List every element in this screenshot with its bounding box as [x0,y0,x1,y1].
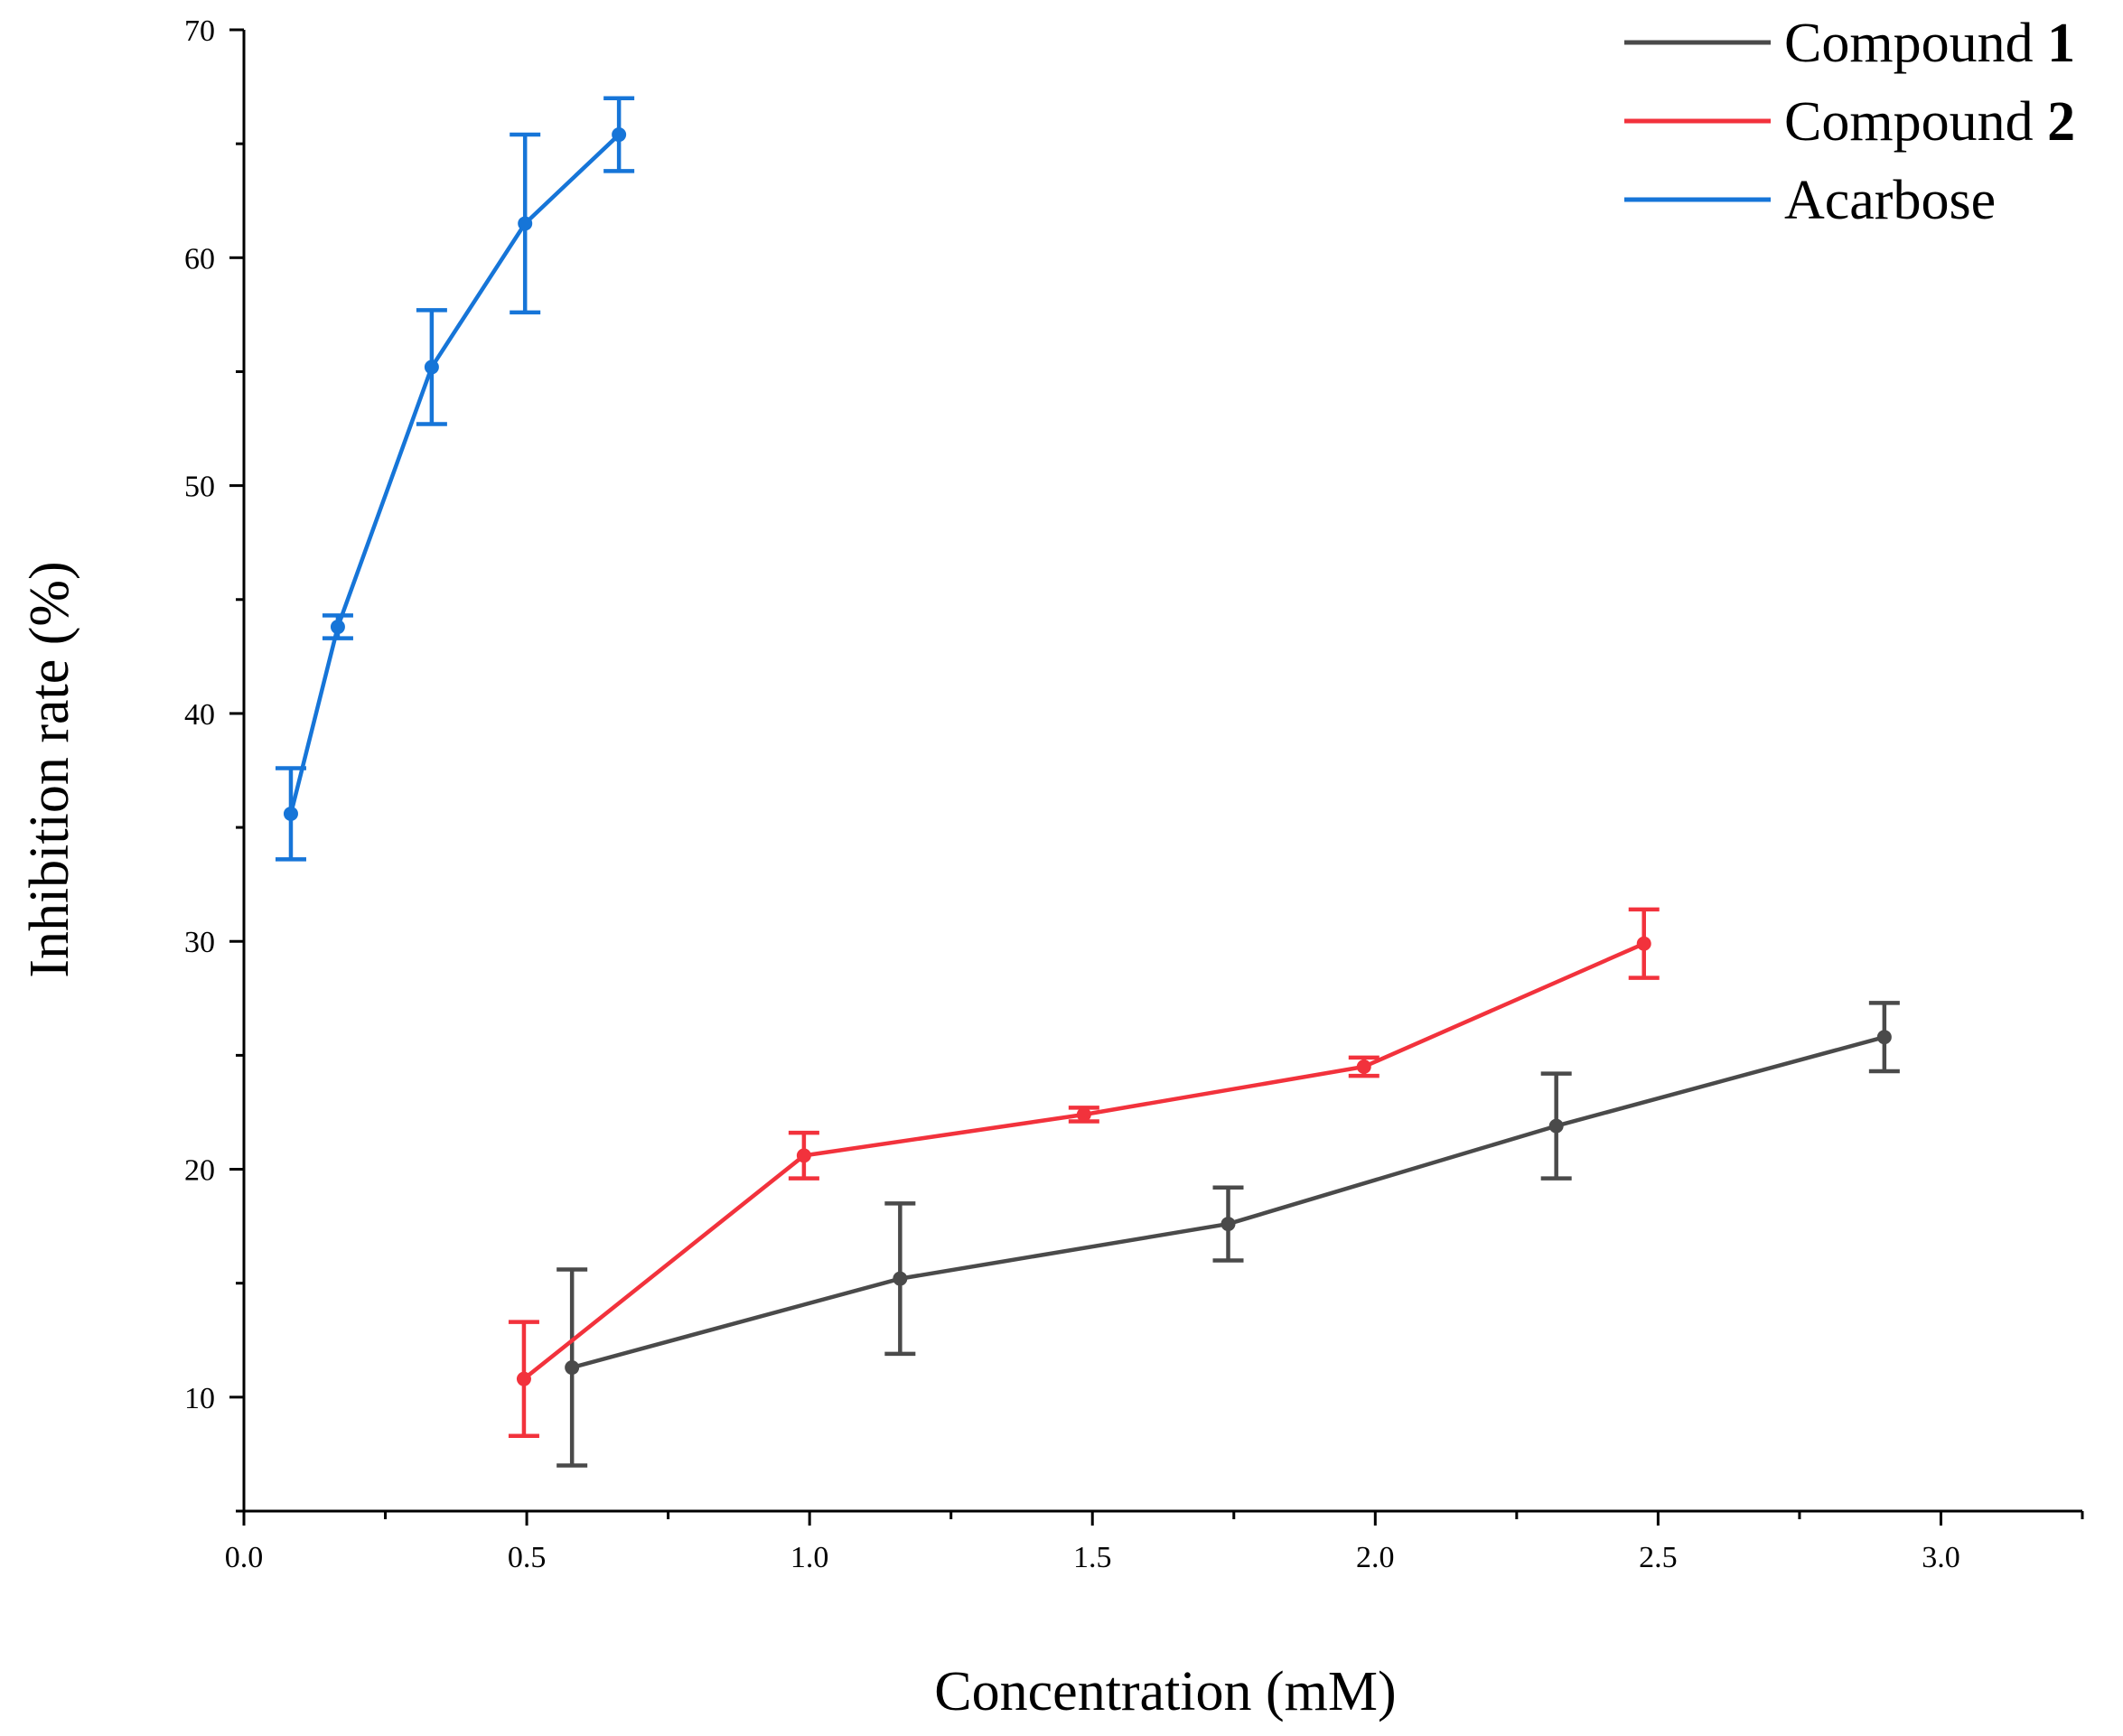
x-tick-label: 0.5 [508,1541,547,1574]
legend-item: Compound 2 [1624,91,2075,153]
data-point [1548,1118,1564,1134]
ticks: 0.0 0.5 1.0 1.5 2.0 2.5 3.0 10 20 30 40 50 60 70 [184,14,2084,1574]
data-point [518,216,533,231]
data-point [424,359,439,375]
y-axis-title: Inhibition rate (%) [19,561,80,977]
data-point [1876,1030,1892,1045]
data-point [1356,1059,1371,1074]
data-point [330,620,345,635]
data-point [1636,936,1651,951]
axes [242,30,2082,1513]
data-point [796,1148,811,1163]
legend: Compound 1 Compound 2 Acarbose [1624,13,2075,231]
x-tick-label: 1.0 [790,1541,829,1574]
data-point [612,127,627,143]
y-tick-label: 40 [184,698,215,732]
x-axis-title: Concentration (mM) [934,1661,1396,1722]
legend-item: Acarbose [1624,170,1996,231]
y-tick-label: 10 [184,1382,215,1415]
legend-label: Acarbose [1784,170,1996,231]
x-tick-label: 2.5 [1639,1541,1678,1574]
legend-label-number: 2 [2034,91,2076,153]
legend-label-number: 1 [2034,13,2076,74]
data-point [516,1371,531,1386]
x-tick-label: 0.0 [225,1541,264,1574]
series-1 [556,1001,1900,1468]
series-3 [275,96,635,862]
data-point [893,1271,908,1286]
legend-item: Compound 1 [1624,13,2075,74]
series-line [288,133,621,815]
x-tick-label: 2.0 [1356,1541,1395,1574]
data-point [1220,1217,1236,1232]
x-tick-label: 3.0 [1922,1541,1960,1574]
y-tick-label: 30 [184,926,215,959]
series-2 [508,907,1660,1438]
legend-label: Compound 1 [1784,13,2075,74]
x-tick-label: 1.5 [1073,1541,1112,1574]
y-tick-label: 50 [184,471,215,504]
data-point [283,806,298,821]
data-point [565,1360,580,1376]
y-tick-label: 70 [184,14,215,48]
data-point [1076,1106,1091,1122]
y-tick-label: 60 [184,242,215,275]
series-line [522,941,1645,1381]
legend-label: Compound 2 [1784,91,2075,153]
series-layer [275,96,1900,1468]
y-tick-label: 20 [184,1154,215,1188]
